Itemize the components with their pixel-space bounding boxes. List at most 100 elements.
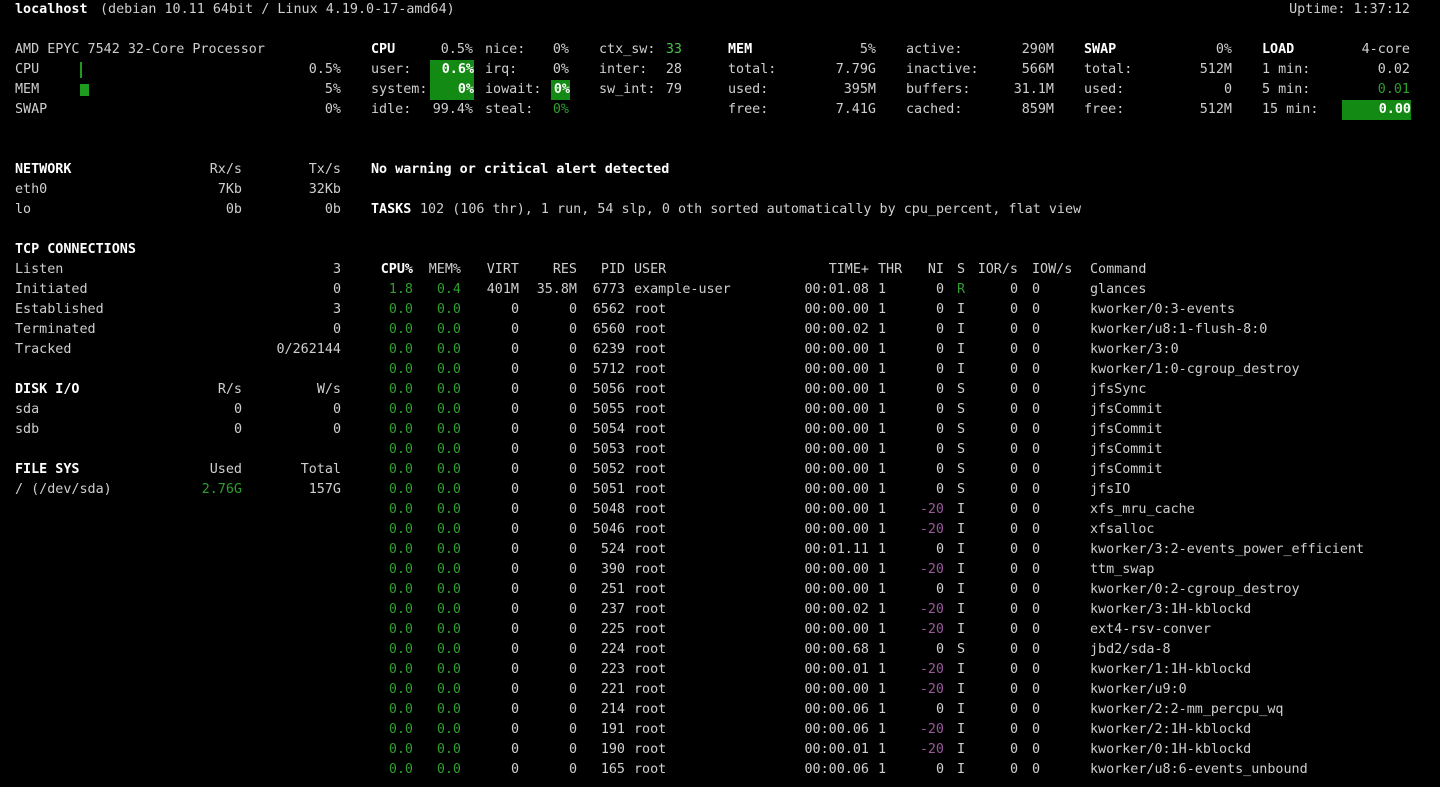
process-pid: 6239: [592, 342, 625, 357]
process-iow: 0: [1032, 762, 1041, 777]
network-title: NETWORK: [15, 162, 72, 177]
process-ni: -20: [919, 502, 944, 517]
process-row[interactable]: [370, 640, 1430, 660]
process-time: 00:00.00: [804, 502, 870, 517]
process-row[interactable]: [370, 460, 1430, 480]
process-user: root: [634, 562, 667, 577]
process-s: I: [957, 662, 966, 677]
process-res: 0: [568, 422, 577, 437]
swap-total-label: total:: [1084, 62, 1133, 77]
swap-used-label: used:: [1084, 82, 1125, 97]
disk-read: 0: [233, 402, 242, 417]
fs-total-header: Total: [300, 462, 341, 477]
process-virt: 0: [510, 482, 519, 497]
process-iow: 0: [1032, 722, 1041, 737]
mount-used: 2.76G: [201, 482, 242, 497]
process-thr: 1: [878, 422, 887, 437]
process-ni: 0: [935, 582, 944, 597]
process-virt: 0: [510, 722, 519, 737]
process-mem: 0.0: [436, 602, 461, 617]
process-ni: 0: [935, 302, 944, 317]
process-row[interactable]: [370, 340, 1430, 360]
process-cpu: 0.0: [388, 702, 413, 717]
process-ni: 0: [935, 542, 944, 557]
process-cpu: 0.0: [388, 302, 413, 317]
process-row[interactable]: [370, 480, 1430, 500]
process-cmd: jfsCommit: [1090, 402, 1163, 417]
process-row[interactable]: [370, 440, 1430, 460]
process-user: root: [634, 742, 667, 757]
process-row[interactable]: [370, 740, 1430, 760]
mem-total: 7.79G: [835, 62, 876, 77]
process-user: root: [634, 622, 667, 637]
process-pid: 5053: [592, 442, 625, 457]
process-res: 0: [568, 602, 577, 617]
process-user: root: [634, 342, 667, 357]
process-ni: -20: [919, 602, 944, 617]
process-pid: 251: [600, 582, 625, 597]
cpu-irq: 0%: [552, 62, 569, 77]
cpu-steal: 0%: [552, 102, 569, 117]
process-mem: 0.0: [436, 402, 461, 417]
process-row[interactable]: [370, 320, 1430, 340]
process-virt: 0: [510, 322, 519, 337]
process-row[interactable]: [370, 400, 1430, 420]
process-ni: 0: [935, 342, 944, 357]
process-thr: 1: [878, 762, 887, 777]
process-row[interactable]: [370, 300, 1430, 320]
process-time: 00:00.00: [804, 402, 870, 417]
quicklook-swap-label: SWAP: [15, 102, 48, 117]
process-row[interactable]: [370, 660, 1430, 680]
process-thr: 1: [878, 702, 887, 717]
process-s: I: [957, 302, 966, 317]
process-iow: 0: [1032, 522, 1041, 537]
process-mem: 0.0: [436, 682, 461, 697]
process-ior: 0: [1009, 482, 1018, 497]
swap-free: 512M: [1199, 102, 1232, 117]
process-thr: 1: [878, 482, 887, 497]
process-row[interactable]: [370, 380, 1430, 400]
process-iow: 0: [1032, 542, 1041, 557]
process-cmd: jfsCommit: [1090, 442, 1163, 457]
process-cmd: jbd2/sda-8: [1090, 642, 1171, 657]
process-thr: 1: [878, 722, 887, 737]
process-user: example-user: [634, 282, 731, 297]
process-cpu: 0.0: [388, 322, 413, 337]
process-virt: 0: [510, 422, 519, 437]
process-cpu: 0.0: [388, 442, 413, 457]
fs-title: FILE SYS: [15, 462, 80, 477]
disk-name: sda: [15, 402, 40, 417]
process-virt: 0: [510, 542, 519, 557]
quicklook-mem-label: MEM: [15, 82, 40, 97]
process-cpu: 0.0: [388, 622, 413, 637]
process-cmd: xfsalloc: [1090, 522, 1155, 537]
process-thr: 1: [878, 342, 887, 357]
process-pid: 5056: [592, 382, 625, 397]
process-row[interactable]: [370, 420, 1430, 440]
process-ni: 0: [935, 462, 944, 477]
process-row[interactable]: [370, 680, 1430, 700]
process-res: 0: [568, 362, 577, 377]
process-ior: 0: [1009, 622, 1018, 637]
process-row[interactable]: [370, 620, 1430, 640]
process-row[interactable]: [370, 500, 1430, 520]
process-thr: 1: [878, 642, 887, 657]
process-mem: 0.0: [436, 542, 461, 557]
process-row[interactable]: [370, 600, 1430, 620]
process-time: 00:00.00: [804, 382, 870, 397]
uptime: Uptime: 1:37:12: [1289, 2, 1410, 17]
process-virt: 0: [510, 302, 519, 317]
mem-used: 395M: [843, 82, 876, 97]
process-s: S: [957, 422, 966, 437]
process-cpu: 0.0: [388, 462, 413, 477]
process-ior: 0: [1009, 582, 1018, 597]
process-time: 00:00.02: [804, 322, 870, 337]
process-iow: 0: [1032, 622, 1041, 637]
process-thr: 1: [878, 662, 887, 677]
process-row[interactable]: [370, 720, 1430, 740]
process-row[interactable]: [370, 520, 1430, 540]
process-iow: 0: [1032, 442, 1041, 457]
process-row[interactable]: [370, 280, 1430, 300]
process-s: I: [957, 562, 966, 577]
process-row[interactable]: [370, 560, 1430, 580]
